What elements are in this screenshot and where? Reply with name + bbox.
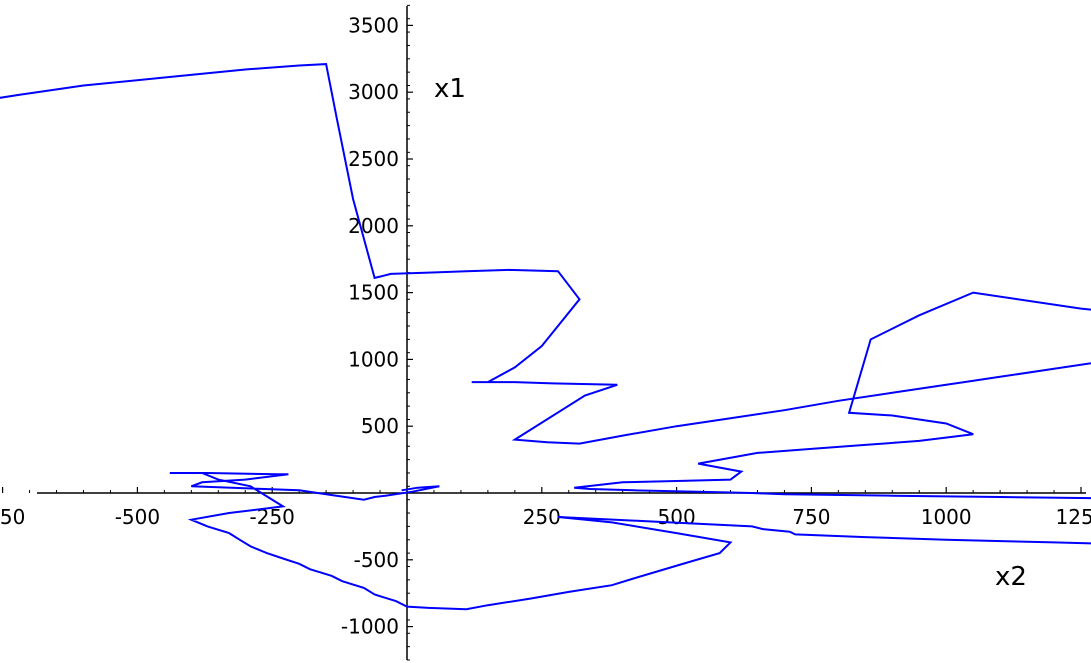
y-axis-label: x1: [434, 74, 466, 104]
y-tick-label: 3500: [348, 13, 399, 37]
x-tick-label: -500: [115, 505, 160, 529]
series-line: [0, 63, 1091, 611]
tick-labels: -1000-750-500-25025050075010001250150017…: [0, 13, 1091, 638]
y-tick-label: 2500: [348, 147, 399, 171]
x-axis-label: x2: [995, 562, 1027, 592]
series: [0, 63, 1091, 611]
y-tick-label: -500: [354, 548, 399, 572]
y-tick-label: 1500: [348, 281, 399, 305]
x-tick-label: 1250: [1056, 505, 1091, 529]
x-tick-label: 1000: [921, 505, 972, 529]
x-tick-label: 500: [658, 505, 696, 529]
ticks: [1, 4, 1082, 661]
y-tick-label: 500: [361, 414, 399, 438]
x-tick-label: 750: [792, 505, 830, 529]
axes: [37, 6, 1086, 660]
y-tick-label: 3000: [348, 80, 399, 104]
y-tick-label: 2000: [348, 214, 399, 238]
y-tick-label: 1000: [348, 347, 399, 371]
x-tick-label: 250: [523, 505, 561, 529]
y-tick-label: -1000: [341, 615, 399, 639]
x-tick-label: -750: [0, 505, 25, 529]
